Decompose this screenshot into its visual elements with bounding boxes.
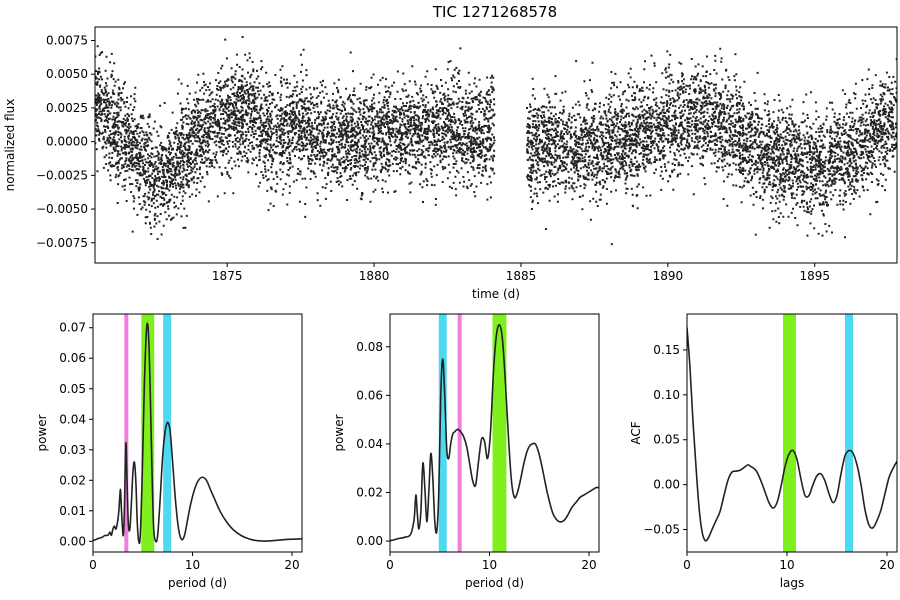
acf-ytick-label: 0.05 [653, 433, 680, 447]
periodogram2-ytick-label: 0.00 [356, 534, 383, 548]
lightcurve-ytick-label: −0.0050 [36, 202, 88, 216]
lightcurve-xtick-label: 1875 [212, 269, 243, 283]
acf-series-line [687, 327, 897, 542]
periodogram1-xtick-label: 20 [284, 558, 299, 572]
lightcurve-plot-area [95, 36, 897, 246]
lightcurve-xtick-label: 1885 [506, 269, 537, 283]
panel-periodogram1: 0 10 20 0.00 0.01 0.02 0.03 0.04 0.05 0.06 0.07 per… [35, 313, 303, 590]
acf-xtick-label: 0 [683, 558, 691, 572]
periodogram2-ytick-label: 0.08 [356, 340, 383, 354]
panel-lightcurve: 1875 1880 1885 1890 1895 −0.0075 −0.0050 −0.002… [3, 26, 898, 301]
periodogram1-xtick-label: 10 [185, 558, 200, 572]
periodogram2-xtick-label: 20 [581, 558, 596, 572]
periodogram2-frame [389, 313, 600, 553]
acf-band-2 [845, 314, 853, 552]
panels: 1875 1880 1885 1890 1895 −0.0075 −0.0050 −0.002… [3, 26, 898, 590]
periodogram1-plot-area [93, 314, 302, 552]
periodogram2-xlabel: period (d) [465, 576, 524, 590]
periodogram1-ytick-label: 0.05 [59, 382, 86, 396]
periodogram1-ytick-label: 0.06 [59, 351, 86, 365]
lightcurve-ytick-label: 0.0025 [46, 101, 88, 115]
lightcurve-xlabel: time (d) [472, 287, 520, 301]
lightcurve-points [95, 36, 897, 246]
periodogram1-ytick-label: 0.04 [59, 412, 86, 426]
periodogram2-series-line [390, 323, 599, 542]
periodogram2-band-2 [457, 314, 462, 552]
periodogram1-ytick-label: 0.03 [59, 443, 86, 457]
periodogram2-ytick-label: 0.02 [356, 486, 383, 500]
lightcurve-xtick-label: 1880 [359, 269, 390, 283]
periodogram1-ylabel: power [35, 414, 49, 451]
periodogram1-band-1 [124, 314, 129, 552]
lightcurve-ytick-label: 0.0050 [46, 67, 88, 81]
lightcurve-xtick-label: 1890 [653, 269, 684, 283]
lightcurve-ytick-label: −0.0075 [36, 236, 88, 250]
acf-ytick-label: 0.15 [653, 343, 680, 357]
periodogram1-ytick-label: 0.00 [59, 534, 86, 548]
acf-xtick-label: 20 [879, 558, 894, 572]
periodogram2-ytick-label: 0.04 [356, 437, 383, 451]
lightcurve-ytick-label: −0.0025 [36, 168, 88, 182]
periodogram1-frame [92, 313, 303, 553]
acf-ytick-label: −0.05 [643, 523, 680, 537]
periodogram1-series-line [93, 322, 302, 545]
acf-xtick-label: 10 [779, 558, 794, 572]
acf-frame [686, 313, 898, 553]
periodogram2-plot-area [390, 314, 599, 552]
periodogram2-ylabel: power [332, 414, 346, 451]
periodogram2-ytick-label: 0.06 [356, 388, 383, 402]
figure-title: TIC 1271268578 [432, 3, 557, 21]
panel-periodogram2: 0 10 20 0.00 0.02 0.04 0.06 0.08 period (d) power [332, 313, 600, 590]
lightcurve-ylabel: normalized flux [3, 99, 17, 192]
periodogram1-xtick-label: 0 [89, 558, 97, 572]
acf-ytick-label: 0.00 [653, 478, 680, 492]
acf-ylabel: ACF [629, 421, 643, 444]
periodogram1-ytick-label: 0.02 [59, 473, 86, 487]
lightcurve-xtick-label: 1895 [799, 269, 830, 283]
periodogram1-ytick-label: 0.07 [59, 321, 86, 335]
acf-plot-area [687, 314, 897, 552]
periodogram1-xlabel: period (d) [168, 576, 227, 590]
acf-band-1 [783, 314, 796, 552]
periodogram2-xtick-label: 0 [386, 558, 394, 572]
periodogram2-band-3 [492, 314, 507, 552]
periodogram1-ytick-label: 0.01 [59, 504, 86, 518]
panel-acf: 0 10 20 −0.05 0.00 0.05 0.10 0.15 lags ACF [629, 313, 898, 590]
lightcurve-ytick-label: 0.0075 [46, 33, 88, 47]
acf-xlabel: lags [780, 576, 805, 590]
periodogram2-xtick-label: 10 [482, 558, 497, 572]
lightcurve-frame [94, 26, 898, 264]
lightcurve-ytick-label: 0.0000 [46, 135, 88, 149]
periodogram1-band-3 [163, 314, 172, 552]
acf-ytick-label: 0.10 [653, 388, 680, 402]
periodogram2-band-1 [438, 314, 447, 552]
